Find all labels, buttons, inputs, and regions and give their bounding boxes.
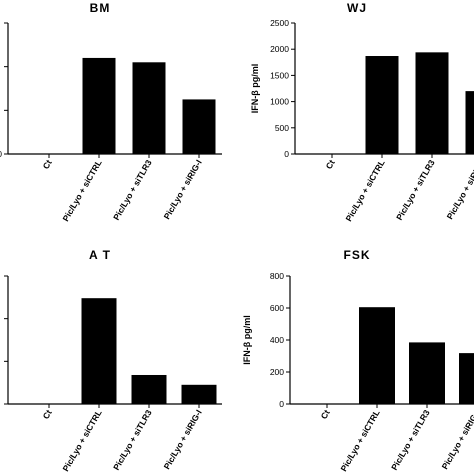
bar bbox=[132, 62, 166, 154]
x-category-label: Ct bbox=[319, 408, 332, 421]
y-tick-label: 1000 bbox=[270, 97, 289, 107]
bar bbox=[82, 57, 116, 154]
y-tick-label: 0 bbox=[284, 149, 289, 159]
bar bbox=[459, 353, 474, 404]
y-tick-label: 500 bbox=[275, 123, 289, 133]
x-category-label: Ct bbox=[41, 408, 54, 421]
chart-panel-2: WJ 0 500 1000 1500 2000 2500 IFN-β pg/ml Ct Pic/L… bbox=[250, 1, 474, 223]
bar bbox=[131, 374, 167, 404]
y-tick-label: 2000 bbox=[270, 44, 289, 54]
x-category-label: Pic/Lyo + siRIG-I bbox=[440, 408, 474, 471]
x-category-label: Pic/Lyo + siRIG-I bbox=[445, 158, 474, 221]
x-category-label: Pic/Lyo + siCTRL bbox=[343, 158, 386, 223]
y-tick-label: 0 bbox=[0, 149, 2, 159]
y-axis-label: IFN-β pg/ml bbox=[250, 64, 260, 114]
x-category-label: Pic/Lyo + siRIG-I bbox=[162, 408, 204, 471]
x-category-label: Pic/Lyo + siTLR3 bbox=[111, 158, 154, 222]
chart-title: BM bbox=[90, 1, 111, 15]
chart-panel-3: A T Ct Pic/Lyo + siCTRL Pic/Lyo + siTLR3 Pic… bbox=[4, 248, 222, 473]
x-category-label: Ct bbox=[41, 158, 54, 171]
chart-title: FSK bbox=[344, 248, 371, 262]
bar bbox=[415, 52, 449, 154]
x-category-label: Pic/Lyo + siTLR3 bbox=[389, 408, 432, 472]
chart-title: WJ bbox=[347, 1, 367, 15]
x-category-label: Pic/Lyo + siTLR3 bbox=[394, 158, 437, 222]
y-tick-label: 2500 bbox=[270, 18, 289, 28]
bar bbox=[359, 307, 395, 404]
bar bbox=[81, 298, 117, 404]
x-category-label: Pic/Lyo + siCTRL bbox=[338, 408, 381, 473]
bar bbox=[465, 91, 474, 154]
chart-title: A T bbox=[89, 248, 111, 262]
bar bbox=[409, 342, 445, 404]
x-category-label: Pic/Lyo + siCTRL bbox=[60, 158, 103, 223]
y-tick-label: 0 bbox=[279, 399, 284, 409]
y-tick-label: 1500 bbox=[270, 70, 289, 80]
y-tick-label: 600 bbox=[270, 303, 284, 313]
x-category-label: Pic/Lyo + siTLR3 bbox=[111, 408, 154, 472]
bar bbox=[365, 56, 399, 154]
bar bbox=[182, 99, 216, 154]
chart-panel-4: FSK 0 200 400 600 800 IFN-β pg/ml Ct Pic/Lyo + s… bbox=[242, 248, 474, 473]
bar bbox=[181, 384, 217, 404]
x-category-label: Ct bbox=[324, 158, 337, 171]
x-category-label: Pic/Lyo + siCTRL bbox=[60, 408, 103, 473]
y-tick-label: 200 bbox=[270, 367, 284, 377]
y-tick-label: 800 bbox=[270, 271, 284, 281]
y-axis-label: IFN-β pg/ml bbox=[242, 315, 252, 365]
y-tick-label: 400 bbox=[270, 335, 284, 345]
x-category-label: Pic/Lyo + siRIG-I bbox=[162, 158, 204, 221]
